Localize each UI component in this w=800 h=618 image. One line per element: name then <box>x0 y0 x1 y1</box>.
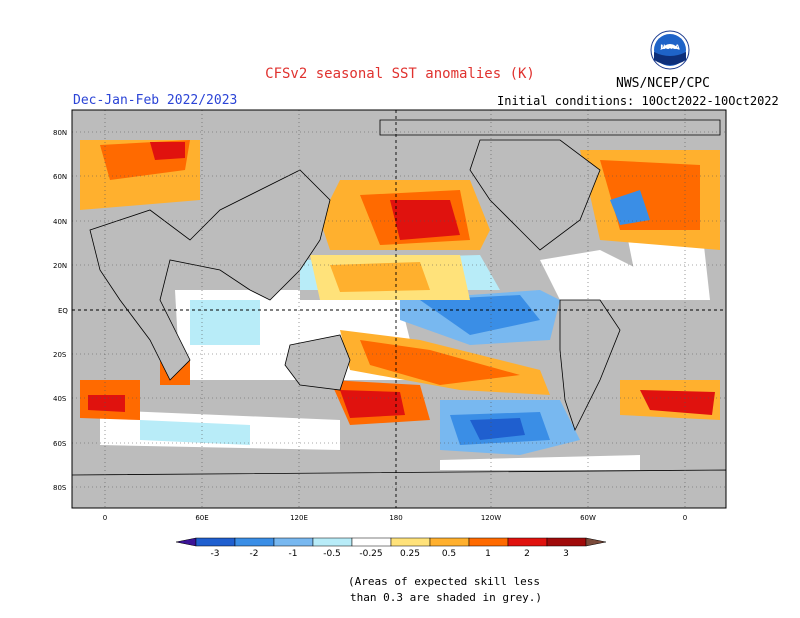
lon-label: 120W <box>481 514 501 522</box>
chart-title: CFSv2 seasonal SST anomalies (K) <box>265 66 535 82</box>
lat-label: 20S <box>53 351 67 359</box>
lat-label: 80S <box>53 484 67 492</box>
legend-arrow-right <box>585 537 607 547</box>
australia-landmass <box>284 334 351 391</box>
legend-tick-label: -1 <box>289 549 298 559</box>
lat-label: 40N <box>53 218 67 226</box>
legend-tick-label: -0.5 <box>323 549 341 559</box>
lon-label: 0 <box>683 514 687 522</box>
logo-text: NOAA <box>660 44 680 51</box>
initial-conditions-label: Initial conditions: 10Oct2022-10Oct2022 <box>497 94 779 108</box>
map-frame <box>71 109 727 509</box>
lat-label: 60S <box>53 440 67 448</box>
legend-tick-label: 0.5 <box>442 549 456 559</box>
legend-arrow-left <box>175 537 197 547</box>
lat-label: EQ <box>58 307 68 315</box>
legend-tick-label: 2 <box>524 549 530 559</box>
agency-label: NWS/NCEP/CPC <box>616 76 710 91</box>
north-america-landmass <box>469 139 601 251</box>
legend-tick-label: -0.25 <box>359 549 382 559</box>
legend-color-box <box>390 537 431 547</box>
legend-color-box <box>468 537 509 547</box>
lon-label: 60E <box>195 514 208 522</box>
legend-tick-label: 1 <box>485 549 491 559</box>
antarctica-landmass <box>72 469 726 508</box>
legend-tick-label: 0.25 <box>400 549 420 559</box>
season-label: Dec-Jan-Feb 2022/2023 <box>73 93 238 108</box>
legend-tick-label: -2 <box>250 549 259 559</box>
lat-label: 40S <box>53 395 67 403</box>
lon-label: 60W <box>580 514 596 522</box>
lat-label: 80N <box>53 129 67 137</box>
skill-footnote-line2: than 0.3 are shaded in grey.) <box>350 591 543 604</box>
legend-color-box <box>234 537 275 547</box>
lon-label: 180 <box>389 514 402 522</box>
south-america-landmass <box>559 299 621 432</box>
legend-tick-label: 3 <box>563 549 569 559</box>
legend-color-box <box>546 537 587 547</box>
legend-color-box <box>507 537 548 547</box>
legend-color-box <box>312 537 353 547</box>
lat-label: 60N <box>53 173 67 181</box>
legend-color-box <box>351 537 392 547</box>
lon-label: 0 <box>103 514 107 522</box>
legend-color-box <box>429 537 470 547</box>
legend-color-box <box>195 537 236 547</box>
lon-label: 120E <box>290 514 308 522</box>
lat-label: 20N <box>53 262 67 270</box>
arctic-landmass <box>379 119 721 136</box>
legend-tick-label: -3 <box>211 549 220 559</box>
legend-color-box <box>273 537 314 547</box>
afro-eurasia-landmass <box>89 169 331 381</box>
skill-footnote-line1: (Areas of expected skill less <box>348 575 541 588</box>
noaa-logo-icon: NOAA <box>650 30 690 70</box>
